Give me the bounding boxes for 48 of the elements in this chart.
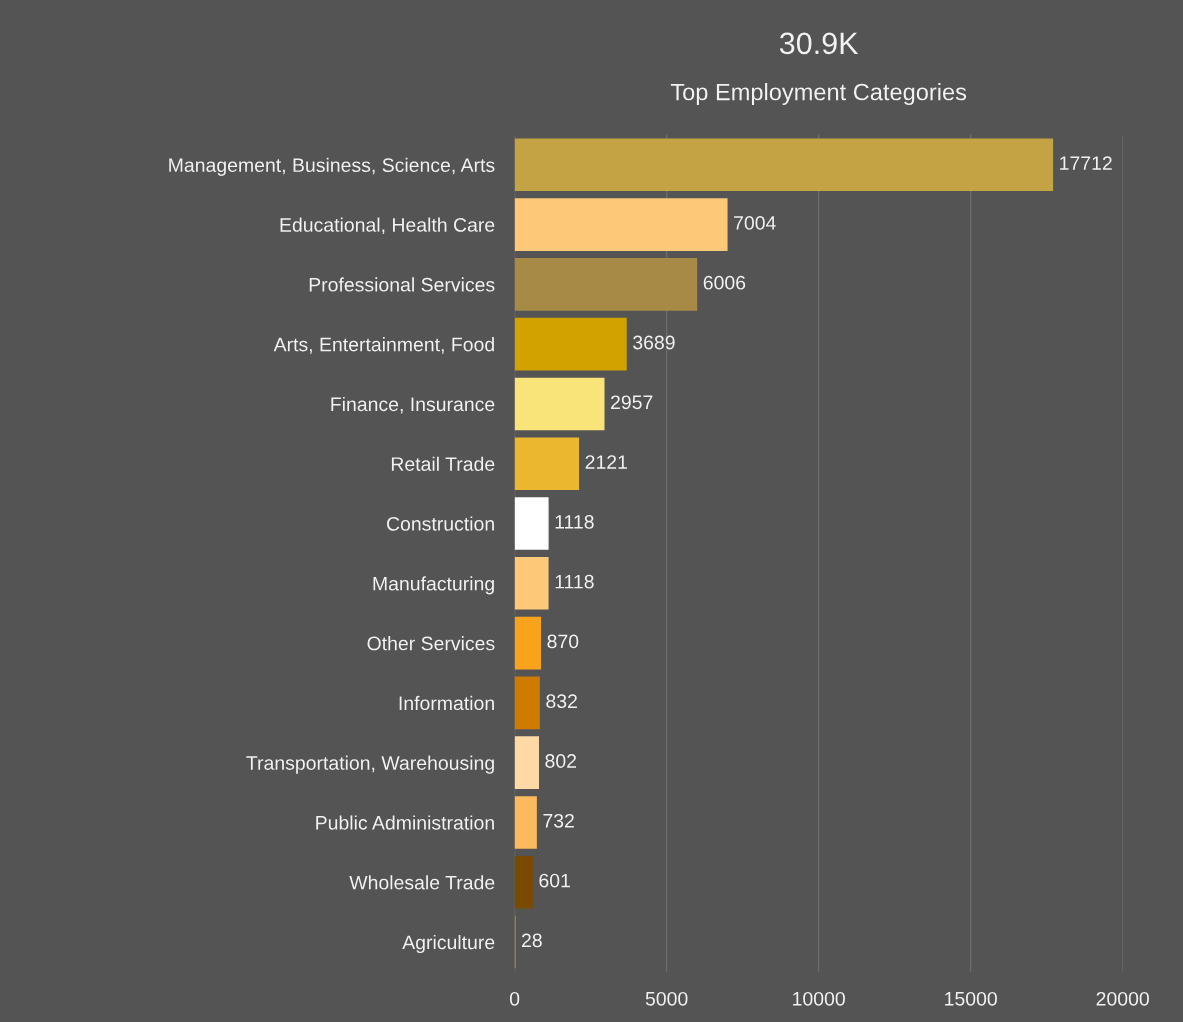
y-tick-label: Other Services xyxy=(367,636,495,651)
y-tick-label: Public Administration xyxy=(316,815,494,830)
y-tick-label: Construction xyxy=(387,516,494,531)
bar xyxy=(514,676,540,730)
data-label: 870 xyxy=(547,634,579,649)
y-tick-label: Arts, Entertainment, Food xyxy=(273,337,494,354)
x-tick-label: 10000 xyxy=(793,991,845,1006)
bar xyxy=(514,497,549,550)
data-label: 732 xyxy=(543,813,574,828)
bar xyxy=(514,198,728,251)
data-label: 802 xyxy=(545,754,577,768)
data-label: 7004 xyxy=(734,216,776,230)
bar xyxy=(514,317,627,371)
y-tick-label: Information xyxy=(399,695,494,711)
bar xyxy=(514,855,533,909)
x-tick-label: 15000 xyxy=(945,991,997,1006)
data-label: 601 xyxy=(539,873,570,888)
bar xyxy=(514,557,549,610)
y-tick-label: Transportation, Warehousing xyxy=(246,755,494,774)
data-label: 17712 xyxy=(1060,156,1112,170)
bar xyxy=(514,258,698,311)
data-label: 832 xyxy=(546,694,577,709)
data-label: 6006 xyxy=(703,275,746,290)
chart-title: 30.9K xyxy=(779,32,859,55)
bar xyxy=(514,377,605,431)
y-tick-label: Professional Services xyxy=(309,277,495,292)
data-label: 28 xyxy=(521,933,542,948)
x-tick-label: 5000 xyxy=(645,991,688,1006)
y-tick-label: Manufacturing xyxy=(373,576,494,595)
bar xyxy=(514,736,539,789)
data-label: 1118 xyxy=(555,514,594,529)
y-tick-label: Retail Trade xyxy=(391,456,495,471)
bar xyxy=(514,138,1054,192)
y-tick-label: Finance, Insurance xyxy=(331,396,495,414)
data-label: 2121 xyxy=(585,455,627,469)
data-label: 3689 xyxy=(633,335,675,350)
x-tick-label: 0 xyxy=(509,991,520,1006)
y-tick-label: Management, Business, Science, Arts xyxy=(169,157,495,176)
chart-subtitle: Top Employment Categories xyxy=(670,83,967,106)
y-tick-label: Agriculture xyxy=(402,934,495,954)
data-label: 2957 xyxy=(611,395,653,410)
y-tick-label: Wholesale Trade xyxy=(349,875,495,890)
bar xyxy=(514,437,580,491)
y-tick-label: Educational, Health Care xyxy=(280,217,495,235)
data-label: 1118 xyxy=(555,574,594,589)
x-tick-label: 20000 xyxy=(1096,991,1149,1006)
bar xyxy=(514,796,537,849)
bar xyxy=(514,616,542,670)
